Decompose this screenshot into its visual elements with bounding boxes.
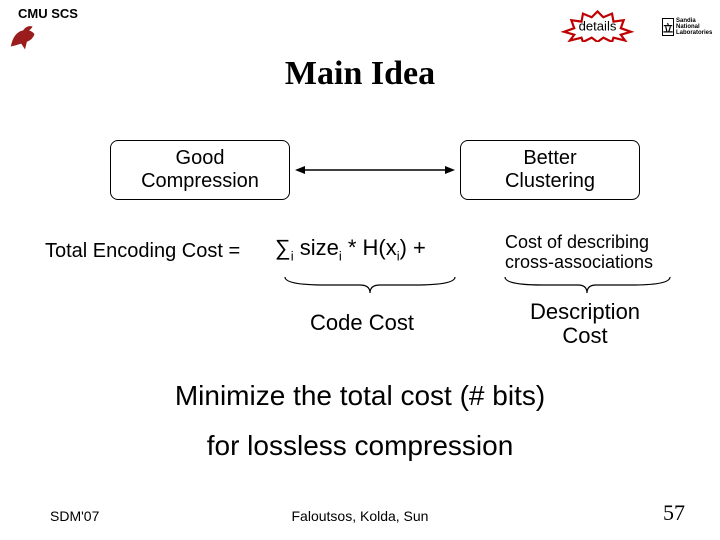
- footer-page-number: 57: [663, 500, 685, 526]
- griffin-icon: [6, 22, 44, 52]
- box-good-line1: Good: [141, 147, 259, 170]
- brace-code-cost-icon: [280, 275, 460, 295]
- svg-text:details: details: [579, 18, 617, 33]
- box-better-line1: Better: [505, 147, 595, 170]
- sandia-icon: ⽴: [662, 18, 674, 36]
- slide-root: CMU SCS details ⽴ Sandia National Labora…: [0, 0, 720, 540]
- minimize-text: Minimize the total cost (# bits): [0, 380, 720, 412]
- sandia-text: Sandia National Laboratories: [676, 18, 712, 36]
- description-cost-label: Description Cost: [530, 300, 640, 348]
- box-better-line2: Clustering: [505, 170, 595, 193]
- box-better-clustering: Better Clustering: [460, 140, 640, 200]
- lossless-text: for lossless compression: [0, 430, 720, 462]
- double-arrow-icon: [295, 165, 455, 175]
- box-good-compression: Good Compression: [110, 140, 290, 200]
- equation-rhs-description: Cost of describing cross-associations: [505, 232, 653, 272]
- sandia-logo: ⽴ Sandia National Laboratories: [662, 10, 712, 44]
- details-badge: details: [560, 10, 635, 42]
- box-good-line2: Compression: [141, 170, 259, 193]
- footer-center: Faloutsos, Kolda, Sun: [0, 508, 720, 524]
- page-title: Main Idea: [0, 55, 720, 93]
- brace-desc-cost-icon: [500, 275, 675, 295]
- equation-lhs: Total Encoding Cost =: [45, 240, 240, 263]
- equation-sum: ∑i sizei * H(xi) +: [275, 235, 426, 263]
- header-org: CMU SCS: [18, 6, 78, 21]
- code-cost-label: Code Cost: [310, 310, 414, 336]
